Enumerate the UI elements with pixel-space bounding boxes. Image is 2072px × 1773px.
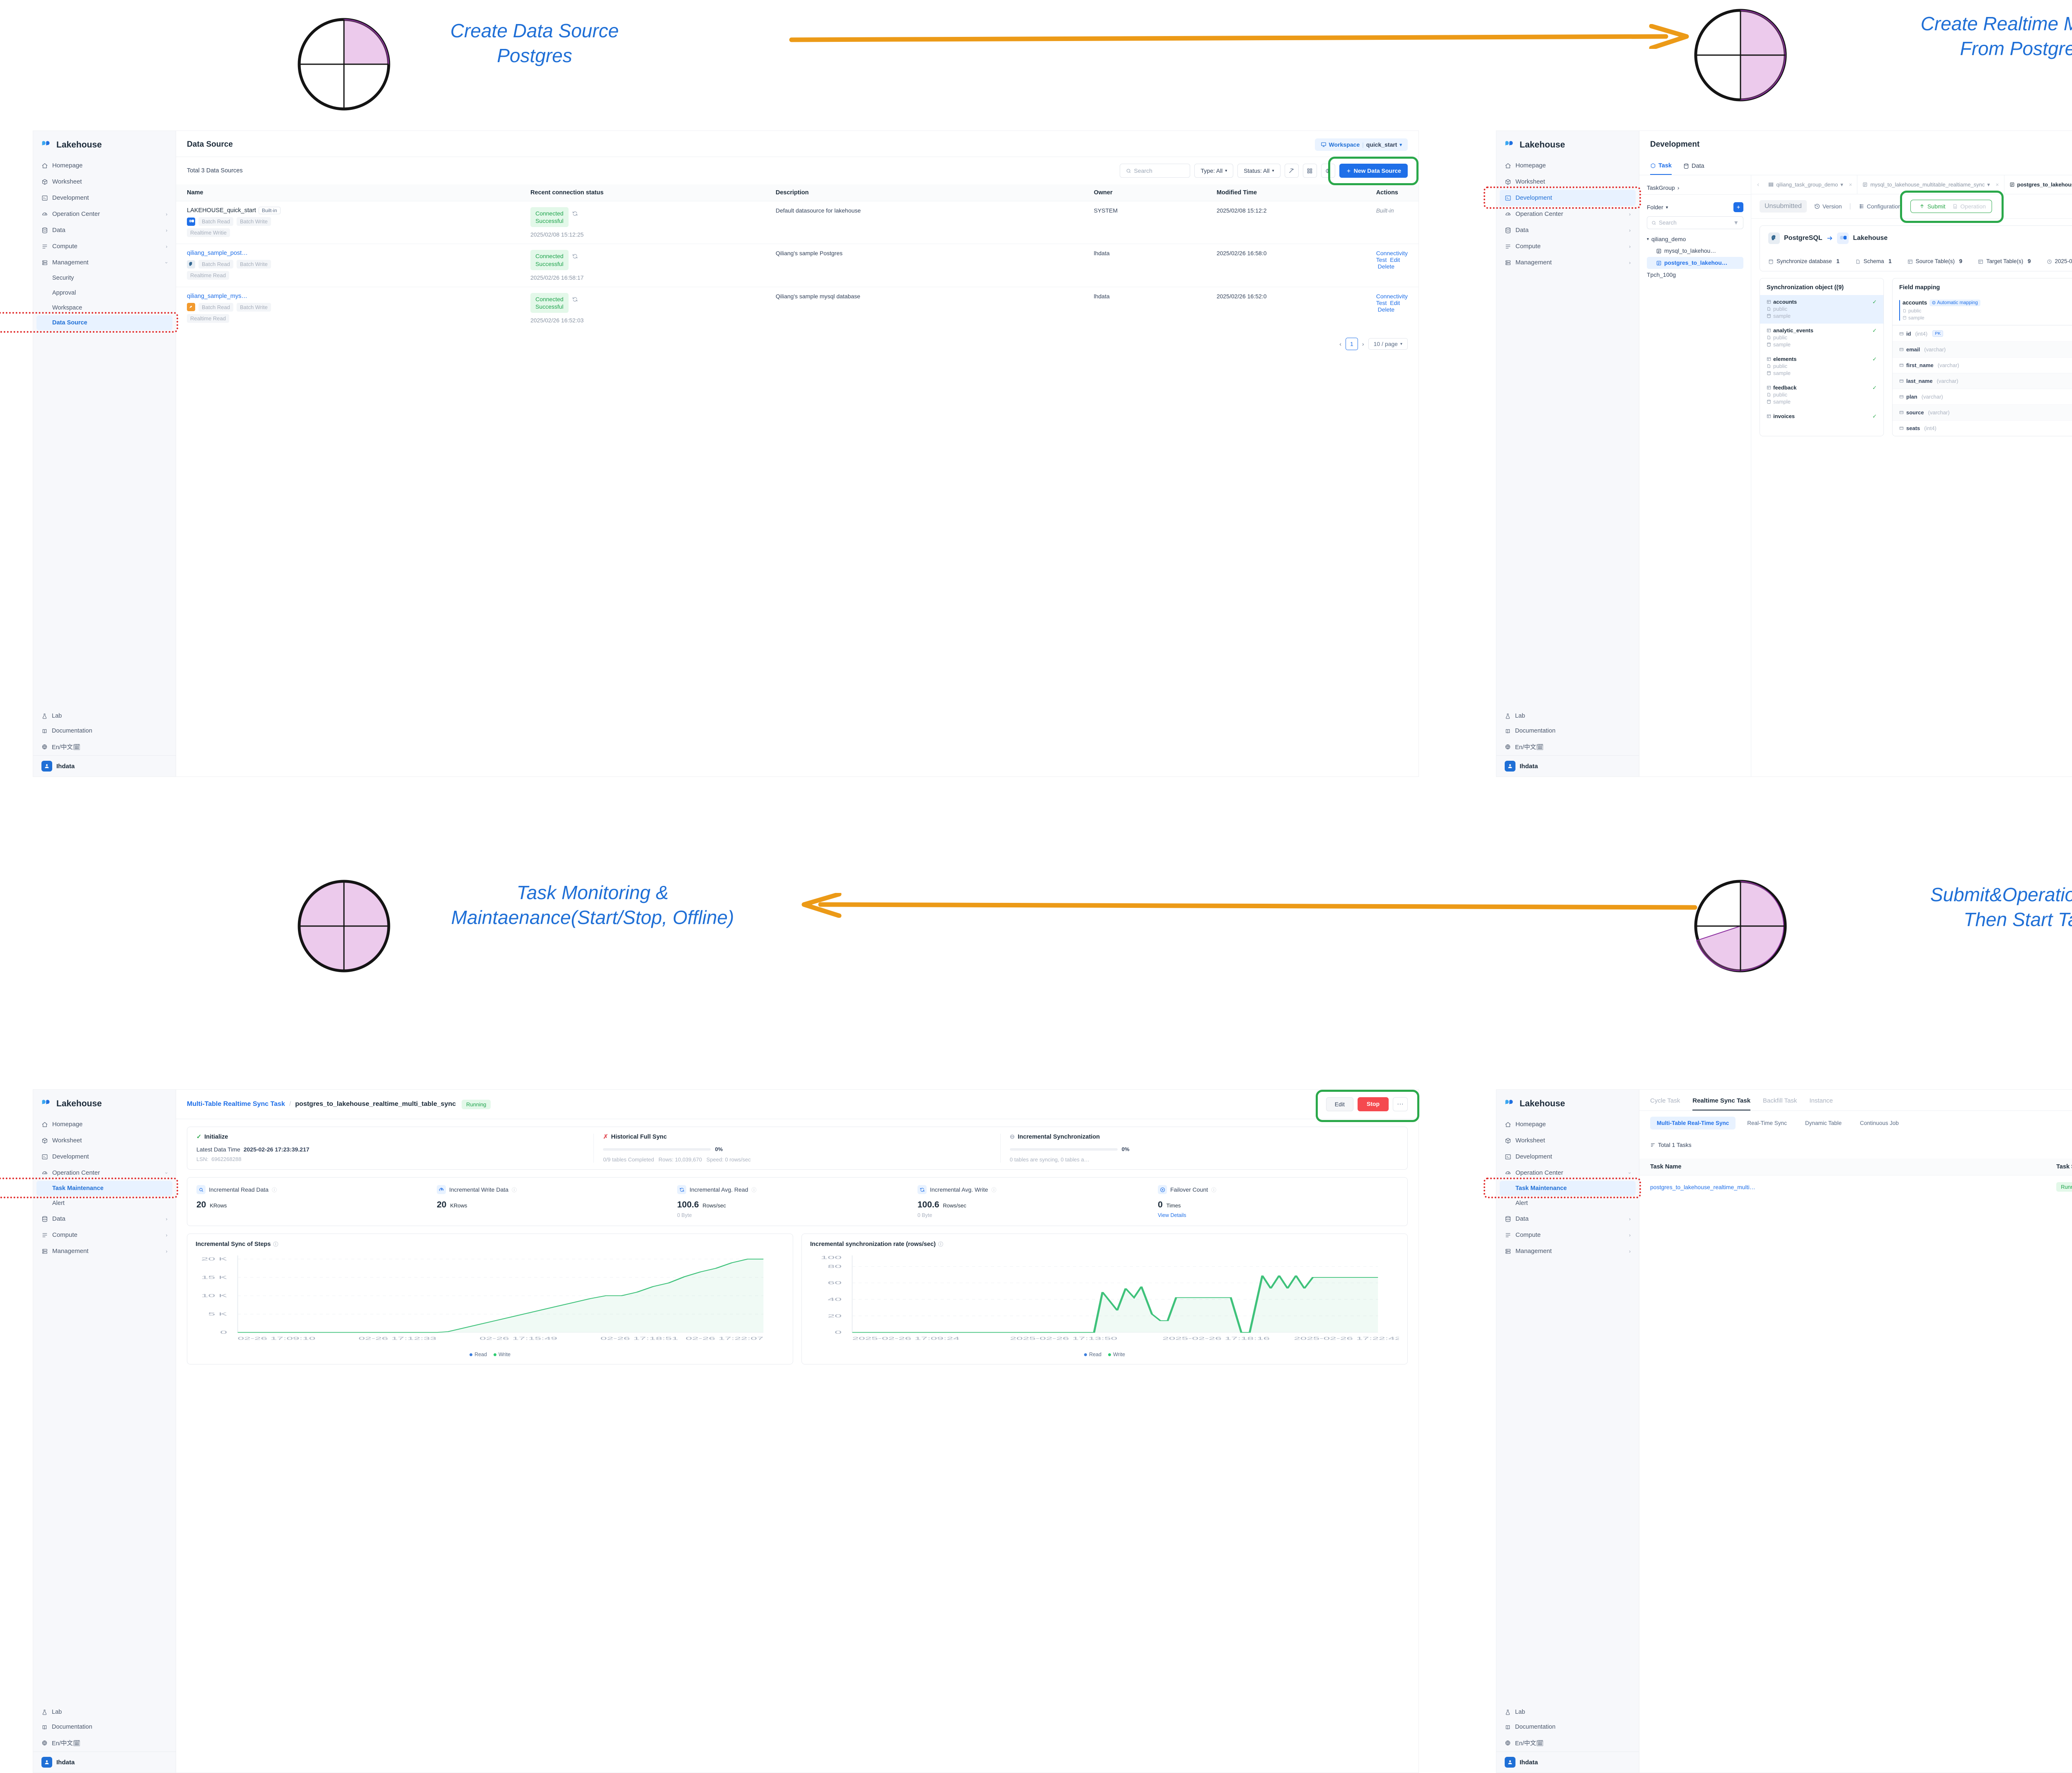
svg-text:02-26 17:22:07: 02-26 17:22:07 — [686, 1336, 764, 1341]
svg-text:2025-02-26 17:13:50: 2025-02-26 17:13:50 — [1010, 1336, 1117, 1341]
svg-text:2025-02-26 17:22:42: 2025-02-26 17:22:42 — [1294, 1336, 1399, 1341]
svg-text:2025-02-26 17:09:24: 2025-02-26 17:09:24 — [852, 1336, 960, 1341]
svg-text:02-26 17:12:33: 02-26 17:12:33 — [358, 1336, 436, 1341]
svg-text:5 K: 5 K — [208, 1311, 227, 1316]
svg-text:15 K: 15 K — [201, 1275, 227, 1280]
svg-text:60: 60 — [828, 1280, 842, 1285]
svg-text:0: 0 — [835, 1330, 842, 1335]
svg-text:02-26 17:09:10: 02-26 17:09:10 — [238, 1336, 316, 1341]
svg-text:40: 40 — [828, 1297, 842, 1302]
svg-text:0: 0 — [220, 1330, 227, 1335]
svg-text:10 K: 10 K — [201, 1293, 227, 1298]
svg-text:02-26 17:18:51: 02-26 17:18:51 — [600, 1336, 678, 1341]
svg-text:20 K: 20 K — [201, 1256, 227, 1261]
svg-text:80: 80 — [828, 1264, 842, 1269]
svg-text:02-26 17:15:49: 02-26 17:15:49 — [479, 1336, 557, 1341]
svg-text:20: 20 — [828, 1313, 842, 1318]
svg-text:100: 100 — [821, 1255, 842, 1260]
svg-text:2025-02-26 17:18:16: 2025-02-26 17:18:16 — [1162, 1336, 1270, 1341]
